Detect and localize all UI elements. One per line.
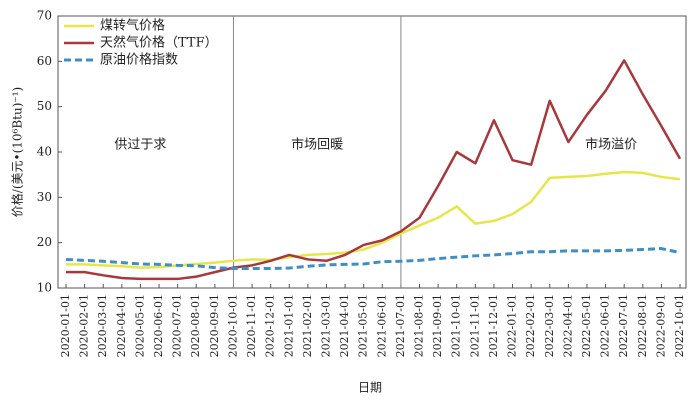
x-tick-label: 2021-11-01	[468, 294, 481, 357]
y-tick-label: 20	[37, 235, 52, 249]
x-tick-label: 2020-10-01	[226, 294, 239, 357]
series-line	[65, 247, 681, 271]
x-tick-label: 2021-09-01	[431, 294, 444, 357]
legend-label: 煤转气价格	[100, 18, 165, 34]
x-tick-label: 2022-10-01	[673, 294, 686, 357]
x-tick-label: 2021-10-01	[450, 294, 463, 357]
y-tick-label: 10	[37, 281, 52, 295]
x-tick-label: 2022-02-01	[524, 294, 537, 357]
x-tick-label: 2022-06-01	[599, 294, 612, 357]
x-tick-label: 2022-03-01	[543, 294, 556, 357]
x-tick-label: 2021-02-01	[301, 294, 314, 357]
x-tick-label: 2020-06-01	[152, 294, 165, 357]
x-tick-label: 2021-07-01	[394, 294, 407, 357]
y-axis-label: 价格/(美元•(10⁶Btu)⁻¹)	[10, 87, 25, 217]
x-tick-label: 2021-12-01	[487, 294, 500, 357]
x-tick-label: 2021-03-01	[319, 294, 332, 357]
x-tick-label: 2020-05-01	[133, 294, 146, 357]
x-tick-label: 2022-01-01	[506, 294, 519, 357]
y-tick-label: 40	[37, 145, 52, 159]
y-tick-label: 70	[37, 9, 52, 23]
x-tick-label: 2020-03-01	[96, 294, 109, 357]
y-tick-label: 50	[37, 99, 52, 113]
x-tick-label: 2020-01-01	[59, 294, 72, 357]
legend-label: 天然气价格（TTF）	[100, 35, 218, 51]
series-line	[66, 59, 682, 281]
x-tick-label: 2021-05-01	[357, 294, 370, 357]
x-tick-label: 2020-02-01	[78, 294, 91, 357]
x-tick-label: 2021-01-01	[282, 294, 295, 357]
x-tick-label: 2020-08-01	[189, 294, 202, 357]
y-tick-label: 30	[37, 190, 52, 204]
annotation: 供过于求	[114, 138, 166, 153]
x-axis-label: 日期	[358, 381, 382, 395]
annotation: 市场溢价	[585, 137, 637, 153]
annotation: 市场回暖	[291, 137, 343, 153]
x-tick-label: 2020-12-01	[264, 294, 277, 357]
legend-label: 原油价格指数	[100, 52, 178, 68]
x-tick-label: 2022-08-01	[636, 294, 649, 357]
x-tick-label: 2020-11-01	[245, 294, 258, 357]
series-line	[66, 170, 681, 269]
y-tick-label: 60	[37, 54, 52, 68]
x-tick-label: 2022-05-01	[580, 294, 593, 357]
x-tick-label: 2020-09-01	[208, 294, 221, 357]
x-tick-label: 2022-07-01	[617, 294, 630, 357]
x-tick-label: 2020-07-01	[171, 294, 184, 357]
x-tick-label: 2022-04-01	[561, 294, 574, 357]
x-tick-label: 2020-04-01	[115, 294, 128, 357]
x-tick-label: 2021-04-01	[338, 294, 351, 357]
x-tick-label: 2021-08-01	[413, 294, 426, 357]
x-tick-label: 2021-06-01	[375, 294, 388, 357]
x-tick-label: 2022-09-01	[654, 294, 667, 357]
